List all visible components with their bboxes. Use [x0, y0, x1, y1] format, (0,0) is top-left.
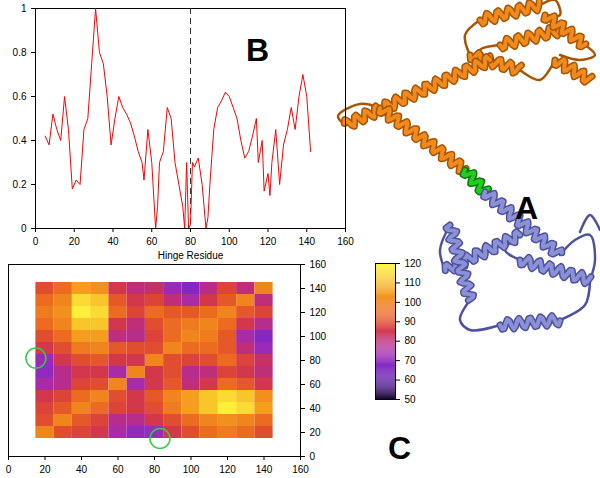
svg-text:80: 80	[149, 464, 161, 475]
svg-text:140: 140	[310, 283, 327, 294]
svg-text:40: 40	[310, 403, 322, 414]
svg-text:60: 60	[112, 464, 124, 475]
svg-text:120: 120	[310, 307, 327, 318]
svg-text:80: 80	[185, 236, 197, 247]
svg-text:100: 100	[405, 297, 422, 308]
svg-text:0: 0	[310, 451, 316, 462]
svg-text:40: 40	[76, 464, 88, 475]
svg-text:20: 20	[39, 464, 51, 475]
svg-text:0.2: 0.2	[13, 179, 27, 190]
html-text:C: C	[388, 430, 412, 466]
svg-text:140: 140	[298, 236, 315, 247]
svg-text:50: 50	[405, 394, 417, 405]
svg-text:90: 90	[405, 316, 417, 327]
svg-text:0.6: 0.6	[13, 91, 27, 102]
svg-text:0: 0	[6, 464, 12, 475]
svg-text:70: 70	[405, 355, 417, 366]
svg-text:120: 120	[260, 236, 277, 247]
html-text:B: B	[246, 32, 270, 68]
svg-text:60: 60	[310, 379, 322, 390]
html-text:A: A	[515, 190, 539, 226]
svg-text:120: 120	[219, 464, 236, 475]
svg-text:160: 160	[310, 259, 327, 270]
svg-text:110: 110	[405, 277, 421, 288]
svg-text:160: 160	[292, 464, 309, 475]
svg-text:120: 120	[405, 258, 422, 269]
svg-text:0.4: 0.4	[13, 135, 27, 146]
svg-text:0.8: 0.8	[13, 47, 27, 58]
svg-text:80: 80	[310, 355, 322, 366]
svg-text:1: 1	[21, 3, 27, 14]
svg-text:160: 160	[337, 236, 354, 247]
svg-text:60: 60	[146, 236, 158, 247]
svg-text:140: 140	[256, 464, 273, 475]
svg-text:0: 0	[21, 223, 27, 234]
svg-text:60: 60	[405, 374, 417, 385]
svg-text:20: 20	[69, 236, 81, 247]
svg-text:20: 20	[310, 427, 322, 438]
svg-text:Hinge Residue: Hinge Residue	[158, 250, 224, 261]
svg-text:0: 0	[33, 236, 39, 247]
svg-text:40: 40	[107, 236, 119, 247]
svg-text:100: 100	[221, 236, 238, 247]
svg-text:80: 80	[405, 335, 417, 346]
svg-text:100: 100	[183, 464, 200, 475]
svg-text:100: 100	[310, 331, 327, 342]
